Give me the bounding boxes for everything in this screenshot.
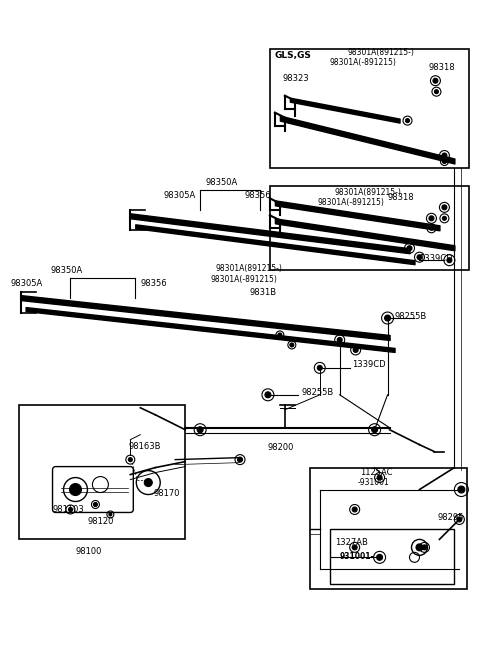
- Circle shape: [377, 475, 382, 480]
- Circle shape: [144, 478, 152, 487]
- Bar: [270, 49, 469, 168]
- Text: 98356: 98356: [245, 191, 272, 200]
- Circle shape: [238, 457, 242, 462]
- Text: 98318: 98318: [387, 193, 414, 202]
- Bar: [310, 468, 468, 589]
- Text: 1339CD: 1339CD: [420, 254, 453, 263]
- Text: 931001-: 931001-: [340, 552, 374, 561]
- Circle shape: [457, 517, 462, 522]
- Circle shape: [384, 315, 391, 321]
- Circle shape: [417, 255, 422, 260]
- Circle shape: [429, 216, 434, 221]
- Text: 98350A: 98350A: [205, 178, 237, 187]
- Text: 98318: 98318: [429, 63, 455, 72]
- Bar: [270, 187, 469, 270]
- Circle shape: [447, 258, 452, 263]
- Circle shape: [290, 343, 294, 347]
- Circle shape: [94, 503, 97, 507]
- Circle shape: [442, 153, 447, 158]
- Text: 98301A(891215-): 98301A(891215-): [215, 263, 282, 273]
- Circle shape: [443, 160, 446, 164]
- Text: 98120: 98120: [87, 517, 114, 526]
- Text: 98100: 98100: [75, 547, 102, 556]
- Text: 981103: 981103: [52, 505, 84, 514]
- Circle shape: [352, 545, 357, 550]
- Circle shape: [109, 513, 112, 516]
- Text: 98350A: 98350A: [50, 265, 83, 275]
- Circle shape: [70, 484, 82, 495]
- Text: 98163B: 98163B: [128, 442, 161, 451]
- Circle shape: [430, 226, 433, 231]
- Text: 98301A(891215-): 98301A(891215-): [348, 49, 415, 57]
- Circle shape: [353, 348, 358, 352]
- Circle shape: [317, 365, 322, 371]
- Text: 98305A: 98305A: [11, 279, 43, 288]
- Text: GLS,GS: GLS,GS: [275, 51, 312, 60]
- Text: 98301A(-891215): 98301A(-891215): [210, 275, 277, 284]
- Circle shape: [128, 458, 132, 462]
- Text: -931001: -931001: [358, 478, 389, 487]
- Text: 1339CD: 1339CD: [352, 361, 385, 369]
- Circle shape: [416, 544, 423, 551]
- Text: 98301A(-891215): 98301A(-891215): [318, 198, 384, 207]
- Text: 98305A: 98305A: [163, 191, 195, 200]
- Text: 98323: 98323: [283, 74, 310, 83]
- Circle shape: [337, 338, 342, 342]
- Text: 1125AC: 1125AC: [360, 468, 392, 477]
- Circle shape: [407, 246, 412, 251]
- Circle shape: [265, 392, 271, 397]
- Text: 98255B: 98255B: [302, 388, 334, 397]
- Text: 98295: 98295: [437, 513, 464, 522]
- Text: 1327AB: 1327AB: [335, 538, 368, 547]
- Text: 98170: 98170: [153, 489, 180, 498]
- Text: 98356: 98356: [140, 279, 167, 288]
- Circle shape: [442, 205, 447, 210]
- Text: 98255B: 98255B: [395, 311, 427, 321]
- Circle shape: [372, 426, 378, 433]
- Circle shape: [434, 90, 438, 94]
- Circle shape: [352, 507, 357, 512]
- Text: 98301A(-891215): 98301A(-891215): [330, 58, 396, 67]
- Circle shape: [406, 119, 409, 123]
- Text: 98301A(891215-): 98301A(891215-): [335, 188, 402, 197]
- Text: 98200: 98200: [268, 443, 294, 452]
- Circle shape: [377, 555, 383, 560]
- Bar: [330, 530, 455, 584]
- Circle shape: [422, 545, 427, 550]
- Circle shape: [443, 216, 446, 220]
- Circle shape: [433, 78, 438, 83]
- Circle shape: [69, 507, 72, 511]
- Circle shape: [278, 333, 282, 337]
- Bar: [19, 405, 185, 539]
- Text: 9831B: 9831B: [250, 288, 277, 296]
- Circle shape: [458, 486, 465, 493]
- Circle shape: [197, 426, 203, 433]
